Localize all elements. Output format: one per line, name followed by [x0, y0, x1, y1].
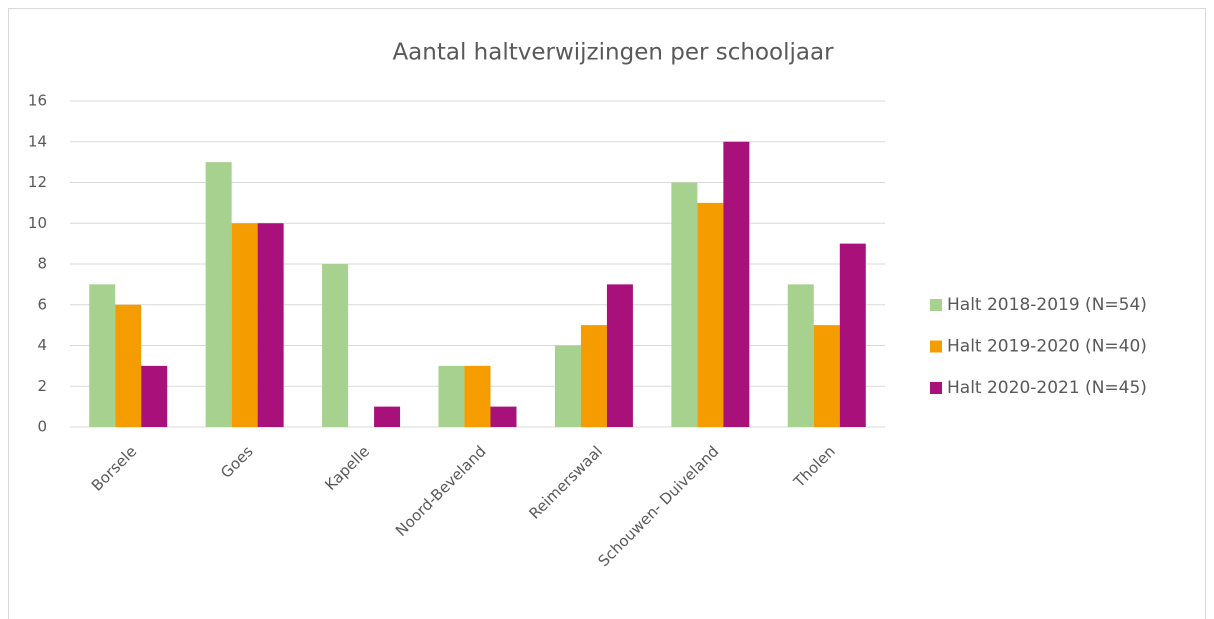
bar — [723, 141, 750, 427]
legend-swatch — [930, 299, 942, 311]
y-tick-label: 0 — [37, 418, 47, 436]
bar — [787, 284, 814, 427]
legend-label: Halt 2020-2021 (N=45) — [947, 378, 1147, 398]
legend-label: Halt 2019-2020 (N=40) — [947, 337, 1147, 357]
y-tick-label: 14 — [28, 132, 47, 150]
bar — [115, 304, 142, 427]
bar — [813, 325, 840, 427]
bar — [580, 325, 607, 427]
bar — [322, 264, 349, 427]
bar — [257, 223, 284, 427]
chart-title: Aantal haltverwijzingen per schooljaar — [392, 40, 834, 66]
y-tick-label: 8 — [37, 255, 47, 273]
bar — [438, 365, 465, 427]
bar — [141, 365, 168, 427]
legend-swatch — [930, 340, 942, 353]
bar — [606, 284, 633, 427]
y-tick-label: 2 — [37, 377, 47, 395]
bar — [374, 406, 401, 427]
bar — [490, 406, 517, 427]
bar — [231, 223, 258, 427]
bar — [839, 243, 866, 427]
legend-swatch — [930, 382, 942, 394]
bar — [554, 345, 581, 427]
bar — [89, 284, 116, 427]
y-tick-label: 16 — [28, 92, 47, 110]
y-tick-label: 6 — [37, 295, 47, 313]
bar — [671, 182, 698, 427]
bar — [464, 365, 491, 427]
bar — [697, 202, 724, 427]
y-tick-label: 12 — [28, 173, 47, 191]
bar — [205, 162, 232, 427]
legend-label: Halt 2018-2019 (N=54) — [947, 295, 1147, 315]
y-tick-label: 4 — [37, 336, 47, 354]
y-tick-label: 10 — [28, 214, 47, 232]
